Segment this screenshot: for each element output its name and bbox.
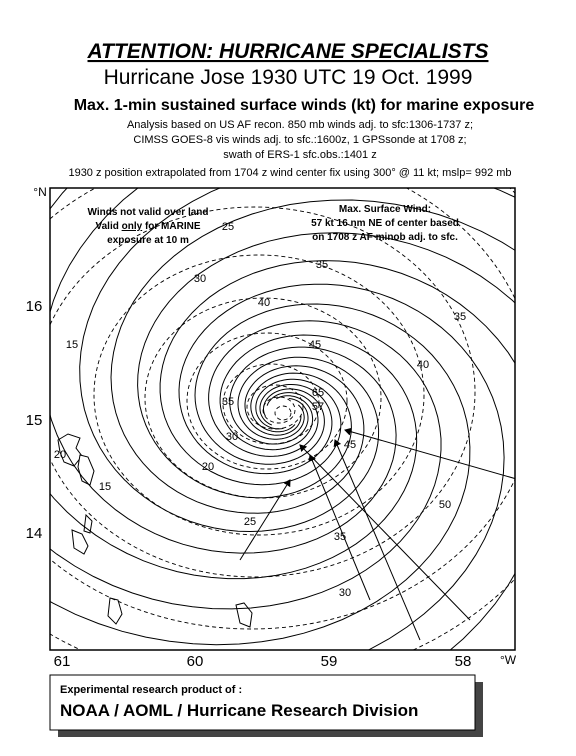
lat-label: 15 (26, 412, 43, 429)
subtitle: Hurricane Jose 1930 UTC 19 Oct. 1999 (104, 66, 473, 89)
note-part: for MARINE (142, 221, 201, 232)
contour-label: 35 (316, 259, 328, 271)
contour-label: 30 (339, 587, 351, 599)
contour-label: 15 (66, 339, 78, 351)
isotach (186, 332, 348, 470)
note-line: Winds not valid over land (87, 207, 208, 218)
contour-label: 50 (439, 499, 451, 511)
footer-line: NOAA / AOML / Hurricane Research Divisio… (60, 701, 418, 720)
lon-label: 60 (187, 653, 204, 670)
streamline (50, 188, 418, 580)
streamline (50, 320, 442, 610)
title: ATTENTION: HURRICANE SPECIALISTS (87, 40, 489, 63)
footer-box (49, 674, 476, 731)
streamline (50, 303, 471, 646)
streamline (137, 232, 515, 499)
lon-unit: °W (500, 653, 517, 667)
map-content (50, 188, 515, 650)
streamline (79, 188, 515, 533)
streamline (178, 283, 505, 650)
note-line: 57 kt 16 nm NE of center based (311, 218, 459, 229)
note-part: Valid (95, 221, 121, 232)
note: CIMSS GOES-8 vis winds adj. to sfc.:1600… (133, 134, 466, 146)
note: swath of ERS-1 sfc.obs.:1401 z (223, 149, 376, 161)
wind-arrow (308, 454, 371, 601)
contour-label: 25 (222, 221, 234, 233)
lon-label: 59 (321, 653, 338, 670)
note-line: on 1708 z AF minob adj. to sfc. (312, 232, 458, 243)
lat-unit: °N (33, 185, 46, 199)
wind-arrow (333, 439, 421, 641)
heading: Max. 1-min sustained surface winds (kt) … (74, 97, 535, 114)
note-line: exposure at 10 m (107, 235, 189, 246)
note-line: Max. Surface Wind: (339, 204, 431, 215)
max-wind-note: Max. Surface Wind: 57 kt 16 nm NE of cen… (311, 204, 459, 243)
note-line: Valid only for MARINE (95, 221, 200, 232)
contour-label: 25 (244, 516, 256, 528)
contour-labels: 25 30 35 40 35 45 40 15 35 30 20 15 25 20 65 57 45 50 30 35 (54, 221, 466, 599)
contour-label: 35 (454, 311, 466, 323)
contour-label: 45 (309, 339, 321, 351)
contour-label: 40 (258, 297, 270, 309)
contour-label: 30 (226, 431, 238, 443)
contour-label: 57 (312, 401, 324, 413)
land-note: Winds not valid over land Valid only for… (87, 207, 208, 246)
streamline (50, 188, 397, 554)
footer-line: Experimental research product of : (60, 684, 242, 696)
contour-label: 65 (312, 387, 324, 399)
note-part: only (122, 221, 143, 232)
lat-label: 14 (26, 525, 43, 542)
wind-arrow (239, 479, 291, 561)
isotach (246, 384, 304, 430)
streamline (159, 260, 515, 650)
position-note: 1930 z position extrapolated from 1704 z… (68, 167, 511, 179)
contour-label: 40 (417, 359, 429, 371)
contour-label: 15 (99, 481, 111, 493)
streamlines (50, 188, 515, 650)
contour-label: 20 (54, 449, 66, 461)
isotach (262, 396, 296, 424)
islands (57, 433, 253, 628)
streamline (110, 199, 515, 514)
isotach (274, 405, 292, 421)
contour-label: 45 (344, 439, 356, 451)
isotach (50, 206, 476, 578)
wind-arrow (344, 427, 515, 480)
contour-label: 30 (194, 273, 206, 285)
lon-label: 58 (455, 653, 472, 670)
lon-label: 61 (54, 653, 71, 670)
contour-label: 35 (222, 396, 234, 408)
contour-label: 35 (334, 531, 346, 543)
note: Analysis based on US AF recon. 850 mb wi… (127, 119, 473, 131)
contour-label: 20 (202, 461, 214, 473)
isotach (93, 254, 425, 536)
wind-arrow (299, 444, 471, 621)
lat-label: 16 (26, 298, 43, 315)
